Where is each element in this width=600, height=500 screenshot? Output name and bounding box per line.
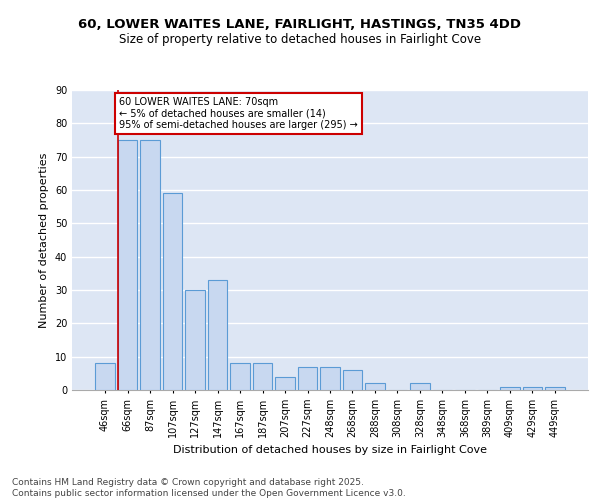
Bar — [410, 384, 430, 390]
Text: Contains HM Land Registry data © Crown copyright and database right 2025.
Contai: Contains HM Land Registry data © Crown c… — [12, 478, 406, 498]
Text: Size of property relative to detached houses in Fairlight Cove: Size of property relative to detached ho… — [119, 32, 481, 46]
Bar — [253, 364, 272, 390]
Bar — [230, 364, 250, 390]
Bar — [118, 140, 137, 390]
Bar — [320, 366, 340, 390]
Bar — [275, 376, 295, 390]
Bar — [163, 194, 182, 390]
Bar — [365, 384, 385, 390]
Text: 60, LOWER WAITES LANE, FAIRLIGHT, HASTINGS, TN35 4DD: 60, LOWER WAITES LANE, FAIRLIGHT, HASTIN… — [79, 18, 521, 30]
Bar — [523, 386, 542, 390]
Bar — [95, 364, 115, 390]
X-axis label: Distribution of detached houses by size in Fairlight Cove: Distribution of detached houses by size … — [173, 446, 487, 456]
Y-axis label: Number of detached properties: Number of detached properties — [39, 152, 49, 328]
Bar — [185, 290, 205, 390]
Text: 60 LOWER WAITES LANE: 70sqm
← 5% of detached houses are smaller (14)
95% of semi: 60 LOWER WAITES LANE: 70sqm ← 5% of deta… — [119, 96, 358, 130]
Bar — [500, 386, 520, 390]
Bar — [140, 140, 160, 390]
Bar — [545, 386, 565, 390]
Bar — [298, 366, 317, 390]
Bar — [208, 280, 227, 390]
Bar — [343, 370, 362, 390]
